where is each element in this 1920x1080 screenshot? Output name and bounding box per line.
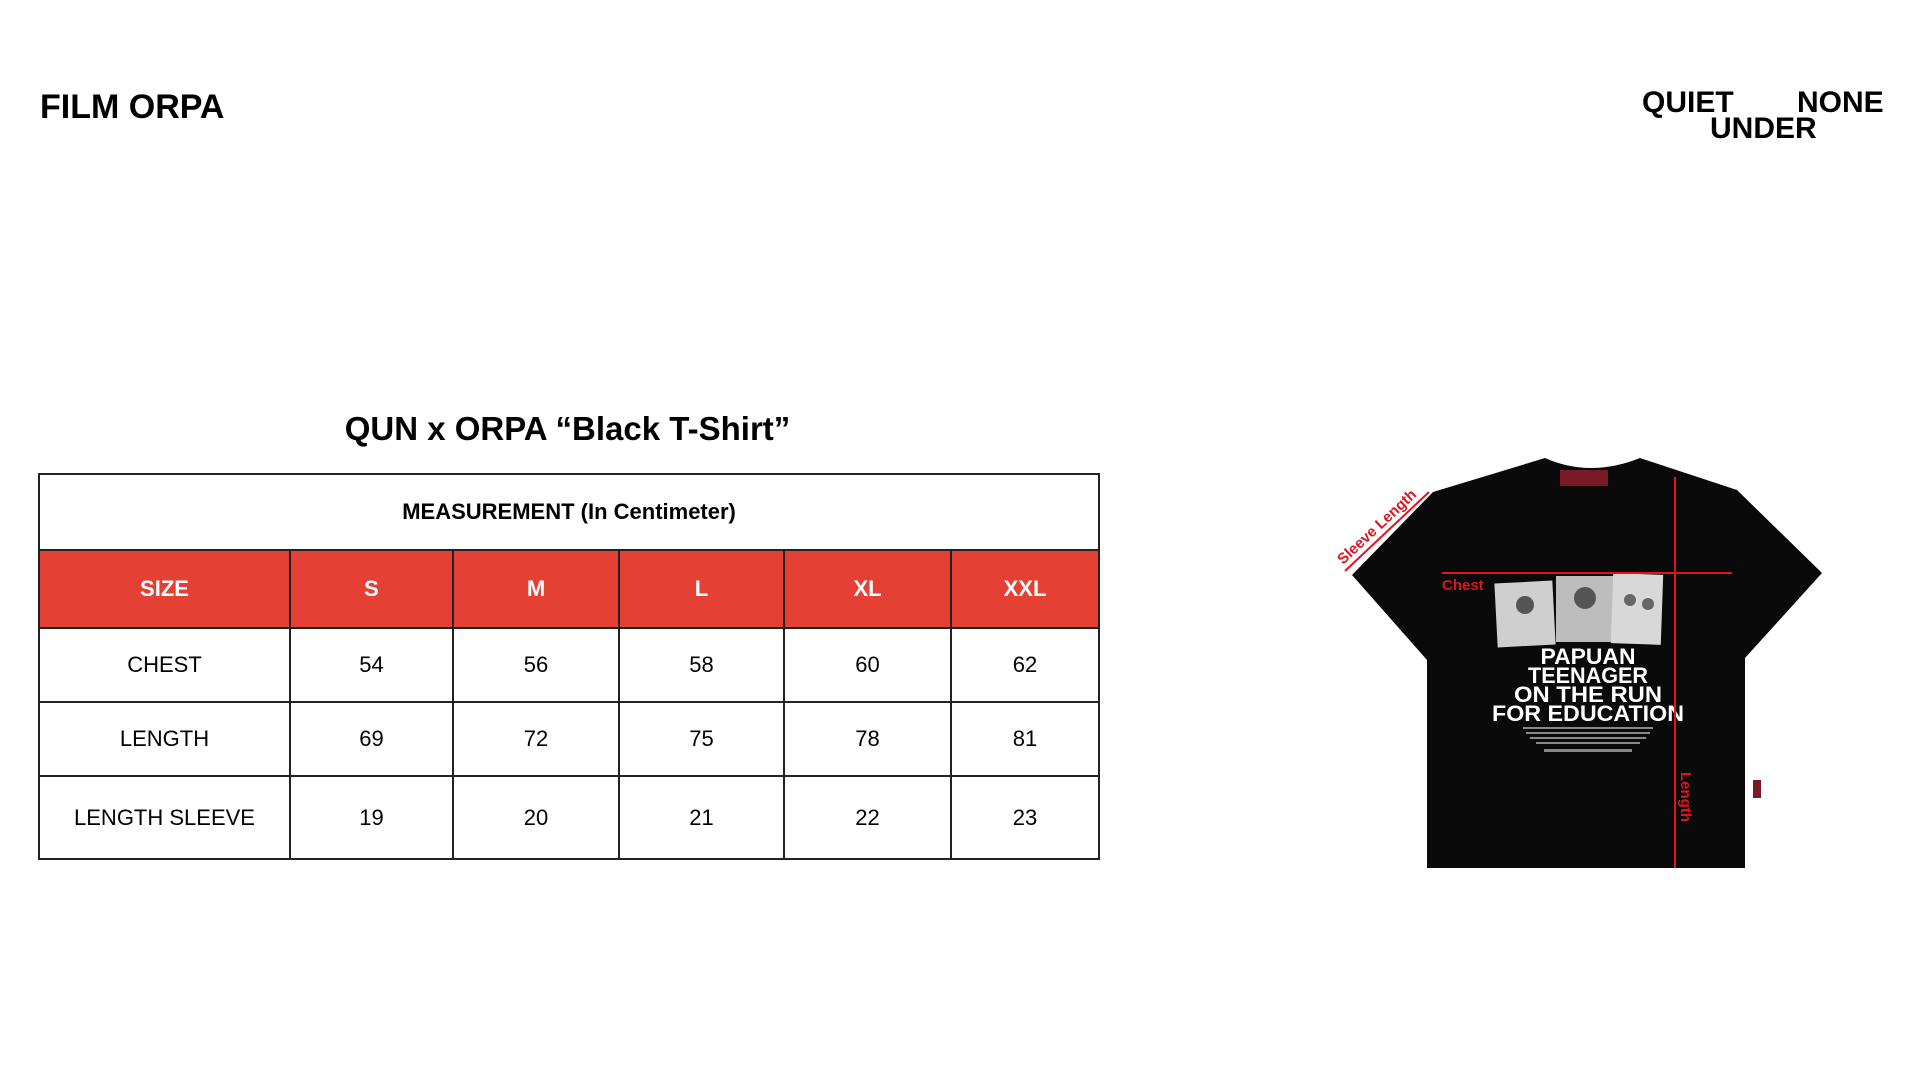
table-cell: 56: [452, 627, 620, 703]
table-cell: 22: [783, 775, 952, 860]
column-header: L: [618, 549, 785, 629]
length-label: Length: [1677, 772, 1694, 822]
table-cell: 75: [618, 701, 785, 777]
table-cell: 54: [289, 627, 454, 703]
table-cell: 20: [452, 775, 620, 860]
print-text: PAPUAN TEENAGER ON THE RUN FOR EDUCATION: [1492, 644, 1684, 726]
column-header: S: [289, 549, 454, 629]
neck-label: [1560, 470, 1608, 486]
table-header-row: SIZE S M L XL XXL: [38, 549, 1101, 629]
table-cell: 21: [618, 775, 785, 860]
sleeve-line: [1344, 491, 1430, 572]
column-header: XL: [783, 549, 952, 629]
table-cell: 19: [289, 775, 454, 860]
logo-word: NONE: [1797, 86, 1884, 119]
table-cell: 69: [289, 701, 454, 777]
print-line: ON THE RUN: [1514, 682, 1662, 707]
logo-word: QUIET: [1642, 86, 1734, 119]
print-credits: [1523, 727, 1653, 752]
table-cell: 23: [949, 775, 1101, 860]
print-line: FOR EDUCATION: [1492, 701, 1684, 726]
table-cell: 60: [783, 627, 952, 703]
table-cell: 78: [783, 701, 952, 777]
logo-word: UNDER: [1710, 112, 1817, 145]
measurement-lines: [1344, 477, 1732, 868]
table-cell: 62: [949, 627, 1101, 703]
side-tag: [1753, 780, 1761, 798]
tshirt-image: PAPUAN TEENAGER ON THE RUN FOR EDUCATION…: [1334, 458, 1822, 868]
column-header: SIZE: [38, 549, 291, 629]
table-row: LENGTH SLEEVE 19 20 21 22 23: [38, 775, 1101, 860]
print-photos: [1494, 573, 1664, 648]
print-line: TEENAGER: [1528, 663, 1648, 688]
row-label: LENGTH SLEEVE: [38, 775, 291, 860]
row-label: LENGTH: [38, 701, 291, 777]
table-cell: 58: [618, 627, 785, 703]
brand-title: FILM ORPA: [40, 88, 225, 126]
table-row: CHEST 54 56 58 60 62: [38, 627, 1101, 703]
tshirt-body: [1352, 458, 1822, 868]
row-label: CHEST: [38, 627, 291, 703]
column-header: XXL: [949, 549, 1101, 629]
table-cell: 81: [949, 701, 1101, 777]
product-title: QUN x ORPA “Black T-Shirt”: [344, 410, 791, 447]
chest-label: Chest: [1442, 577, 1484, 594]
quiet-under-none-logo: QUIET UNDER NONE: [1640, 86, 1900, 146]
table-row: LENGTH 69 72 75 78 81: [38, 701, 1101, 777]
size-chart-table: MEASUREMENT (In Centimeter) SIZE S M L X…: [37, 473, 1101, 860]
column-header: M: [452, 549, 620, 629]
table-cell: 72: [452, 701, 620, 777]
print-line: PAPUAN: [1541, 644, 1636, 669]
table-caption: MEASUREMENT (In Centimeter): [37, 473, 1101, 551]
